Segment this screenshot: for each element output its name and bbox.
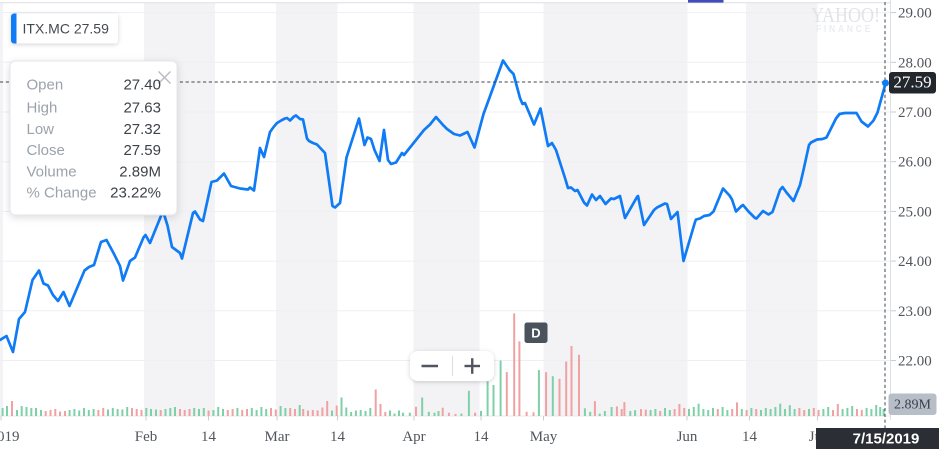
svg-text:27.59: 27.59 [123,142,161,159]
svg-text:Apr: Apr [402,429,425,445]
svg-text:14: 14 [742,429,758,445]
svg-text:27.63: 27.63 [123,99,161,116]
svg-text:Low: Low [27,121,55,138]
svg-text:27.32: 27.32 [123,121,161,138]
svg-text:27.00: 27.00 [898,105,932,121]
svg-text:Volume: Volume [27,164,77,181]
svg-text:FINANCE: FINANCE [816,24,873,35]
svg-text:YAHOO!: YAHOO! [811,3,880,27]
svg-text:27.40: 27.40 [123,77,161,94]
svg-text:14: 14 [474,429,490,445]
svg-text:Feb: Feb [135,429,158,445]
svg-text:May: May [530,429,558,445]
svg-text:29.00: 29.00 [898,6,932,22]
svg-text:7/15/2019: 7/15/2019 [853,431,920,448]
svg-text:14: 14 [330,429,346,445]
svg-text:25.00: 25.00 [898,204,932,220]
svg-text:2019: 2019 [0,429,20,445]
svg-text:28.00: 28.00 [898,55,932,71]
svg-text:22.00: 22.00 [898,354,932,370]
svg-text:Open: Open [27,77,64,94]
svg-text:Close: Close [27,142,65,159]
svg-text:14: 14 [201,429,217,445]
svg-text:24.00: 24.00 [898,254,932,270]
svg-text:High: High [27,99,58,116]
svg-text:% Change: % Change [27,185,97,202]
svg-text:Jun: Jun [677,429,698,445]
svg-text:23.22%: 23.22% [110,185,161,202]
svg-text:2.89M: 2.89M [119,164,161,181]
svg-text:2.89M: 2.89M [894,398,932,413]
svg-text:23.00: 23.00 [898,304,932,320]
svg-text:27.59: 27.59 [893,73,931,92]
svg-text:ITX.MC 27.59: ITX.MC 27.59 [23,21,110,37]
svg-text:26.00: 26.00 [898,155,932,171]
svg-text:D: D [531,326,540,341]
svg-text:Mar: Mar [265,429,290,445]
